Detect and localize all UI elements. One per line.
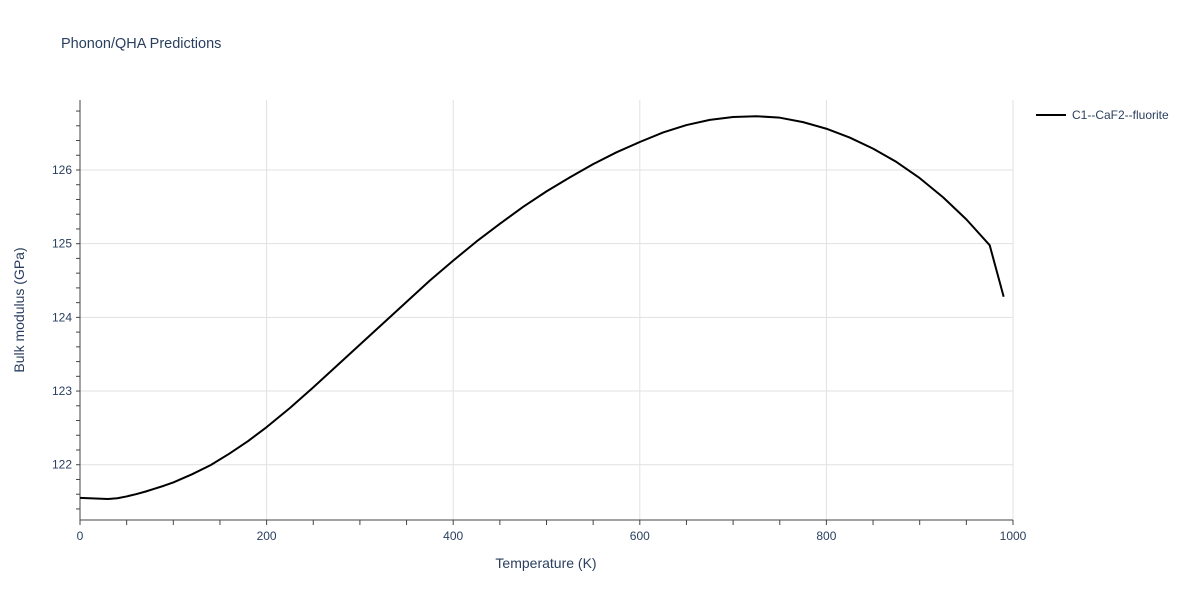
x-tick-label: 1000	[1000, 529, 1027, 543]
tick-labels: 0 200 400 600 800 1000 122 123 124 125 126	[52, 163, 1027, 543]
chart-title: Phonon/QHA Predictions	[61, 36, 222, 52]
axes	[76, 100, 1014, 525]
x-tick-label: 400	[443, 529, 463, 543]
legend-label: C1--CaF2--fluorite	[1072, 108, 1169, 122]
x-tick-label: 600	[630, 529, 650, 543]
series-layer	[79, 115, 1005, 500]
x-axis-title: Temperature (K)	[495, 555, 596, 571]
y-tick-label: 123	[52, 384, 72, 398]
x-tick-label: 200	[257, 529, 277, 543]
y-tick-label: 125	[52, 237, 72, 251]
y-axis-title: Bulk modulus (GPa)	[11, 247, 27, 372]
y-tick-label: 122	[52, 458, 72, 472]
x-tick-label: 800	[816, 529, 836, 543]
grid	[80, 100, 1014, 520]
x-tick-label: 0	[77, 529, 84, 543]
series-line-0[interactable]	[79, 115, 1005, 500]
legend[interactable]: C1--CaF2--fluorite	[1036, 108, 1169, 122]
y-tick-label: 126	[52, 163, 72, 177]
y-tick-label: 124	[52, 310, 72, 324]
